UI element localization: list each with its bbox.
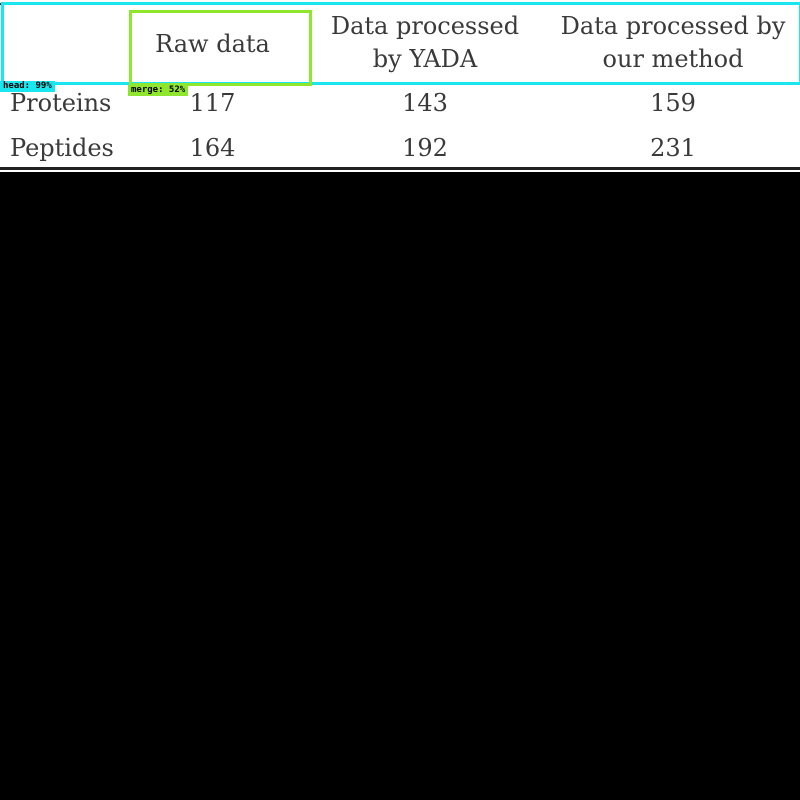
header-yada: Data processed by YADA [312,10,538,76]
header-yada-line2: by YADA [372,45,478,73]
cell-peptides-yada: 192 [402,134,448,162]
header-ours-line1: Data processed by [560,12,786,40]
merge-detection-box [129,10,312,86]
merge-detection-label: merge: 52% [128,85,189,96]
cell-proteins-yada: 143 [402,89,448,117]
head-detection-box [1,2,800,85]
cell-proteins-raw: 117 [189,89,236,117]
head-detection-label: head: 99% [0,81,55,92]
header-ours-line2: our method [602,45,744,73]
row-label-peptides: Peptides [10,134,114,162]
header-raw-data: Raw data [155,30,270,58]
cell-proteins-ours: 159 [650,89,696,117]
data-table: Raw data Data processed by YADA Data pro… [0,0,800,172]
cell-peptides-raw: 164 [189,134,236,162]
cell-peptides-ours: 231 [650,134,696,162]
table-bottom-rule [0,167,800,170]
row-label-proteins: Proteins [10,89,112,117]
header-yada-line1: Data processed [330,12,520,40]
header-our-method: Data processed by our method [548,10,798,76]
